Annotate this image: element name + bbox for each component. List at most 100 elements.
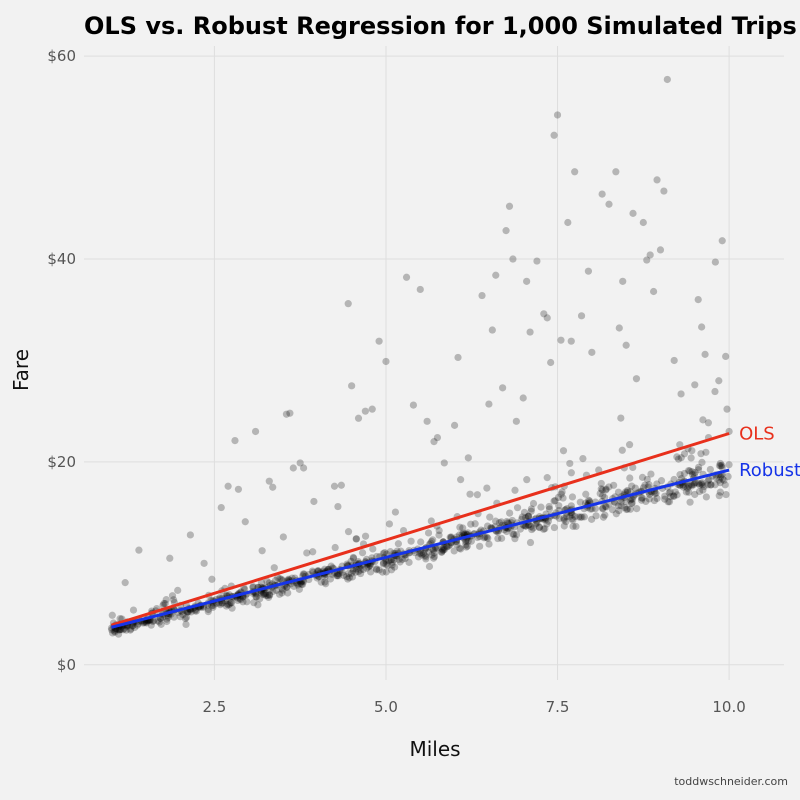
scatter-point bbox=[550, 131, 558, 139]
scatter-point bbox=[483, 484, 491, 492]
scatter-point bbox=[526, 538, 535, 547]
scatter-point bbox=[347, 557, 355, 565]
scatter-point bbox=[725, 461, 733, 469]
scatter-point bbox=[157, 620, 165, 628]
credit-text: toddwschneider.com bbox=[674, 775, 788, 788]
scatter-point bbox=[698, 481, 706, 489]
scatter-point bbox=[686, 467, 694, 475]
scatter-point bbox=[354, 567, 363, 576]
scatter-point bbox=[363, 564, 371, 572]
scatter-point bbox=[617, 414, 625, 422]
scatter-point bbox=[467, 537, 475, 545]
scatter-point bbox=[568, 515, 576, 523]
scatter-point bbox=[656, 246, 665, 254]
scatter-point bbox=[424, 529, 433, 537]
scatter-point bbox=[457, 476, 465, 484]
scatter-point bbox=[463, 542, 471, 550]
scatter-point bbox=[670, 356, 678, 365]
scatter-point bbox=[550, 497, 558, 505]
scatter-point bbox=[701, 350, 709, 358]
scatter-point bbox=[407, 537, 415, 545]
scatter-point bbox=[265, 591, 274, 599]
scatter-point bbox=[471, 520, 479, 528]
scatter-point bbox=[236, 595, 244, 603]
scatter-point bbox=[483, 522, 492, 530]
scatter-point bbox=[243, 598, 251, 606]
scatter-point bbox=[571, 512, 579, 521]
scatter-point bbox=[435, 531, 443, 539]
scatter-point bbox=[168, 592, 177, 600]
scatter-point bbox=[455, 531, 464, 539]
scatter-point bbox=[217, 503, 225, 512]
scatter-point bbox=[259, 590, 267, 599]
scatter-point bbox=[554, 493, 563, 501]
scatter-point bbox=[684, 466, 693, 475]
scatter-point bbox=[279, 533, 287, 541]
scatter-point bbox=[551, 497, 559, 505]
scatter-point bbox=[117, 625, 125, 633]
scatter-point bbox=[278, 585, 286, 593]
scatter-point bbox=[488, 326, 496, 334]
scatter-point bbox=[366, 562, 374, 570]
scatter-point bbox=[667, 493, 675, 501]
scatter-point bbox=[423, 417, 431, 425]
scatter-point bbox=[498, 534, 506, 542]
scatter-point bbox=[596, 489, 604, 498]
scatter-point bbox=[535, 523, 543, 531]
scatter-point bbox=[464, 454, 472, 462]
scatter-point bbox=[372, 566, 381, 574]
robust-line-label: Robust bbox=[739, 460, 800, 481]
scatter-point bbox=[260, 589, 268, 597]
scatter-point bbox=[284, 589, 292, 597]
scatter-point bbox=[437, 548, 446, 556]
scatter-point bbox=[513, 504, 522, 512]
scatter-point bbox=[222, 602, 230, 610]
scatter-point bbox=[642, 497, 650, 506]
scatter-point bbox=[571, 168, 579, 176]
scatter-point bbox=[484, 534, 492, 542]
scatter-point bbox=[265, 477, 273, 485]
scatter-point bbox=[622, 498, 630, 506]
scatter-point bbox=[430, 549, 439, 557]
scatter-point bbox=[478, 291, 486, 300]
scatter-point bbox=[525, 521, 533, 529]
scatter-point bbox=[522, 514, 530, 522]
scatter-point bbox=[651, 489, 659, 498]
scatter-point bbox=[568, 511, 576, 519]
scatter-point bbox=[275, 590, 284, 598]
scatter-point bbox=[578, 513, 586, 521]
scatter-point bbox=[224, 482, 232, 490]
scatter-point bbox=[569, 522, 577, 530]
scatter-point bbox=[250, 599, 258, 607]
scatter-point bbox=[184, 608, 192, 616]
scatter-point bbox=[685, 482, 693, 491]
scatter-point bbox=[289, 464, 297, 472]
scatter-point bbox=[721, 481, 729, 489]
scatter-point bbox=[716, 479, 724, 487]
scatter-point bbox=[608, 506, 617, 514]
scatter-point bbox=[297, 580, 306, 588]
scatter-point bbox=[385, 557, 393, 565]
scatter-point bbox=[326, 575, 335, 583]
scatter-point bbox=[429, 546, 437, 554]
scatter-point bbox=[704, 419, 712, 427]
scatter-point bbox=[290, 582, 298, 590]
scatter-point bbox=[354, 414, 363, 422]
scatter-point bbox=[262, 591, 270, 600]
x-tick-label: 2.5 bbox=[202, 698, 226, 716]
scatter-point bbox=[349, 567, 357, 575]
scatter-point bbox=[456, 544, 464, 552]
scatter-point bbox=[688, 482, 696, 490]
scatter-point bbox=[418, 551, 426, 559]
scatter-point bbox=[555, 514, 563, 523]
scatter-point bbox=[526, 328, 534, 336]
scatter-point bbox=[294, 581, 302, 589]
scatter-point bbox=[154, 617, 162, 625]
regression-lines bbox=[111, 432, 730, 629]
scatter-point bbox=[486, 513, 494, 521]
scatter-point bbox=[115, 626, 124, 634]
scatter-point bbox=[621, 488, 630, 496]
scatter-point bbox=[617, 498, 625, 506]
scatter-point bbox=[299, 570, 307, 578]
